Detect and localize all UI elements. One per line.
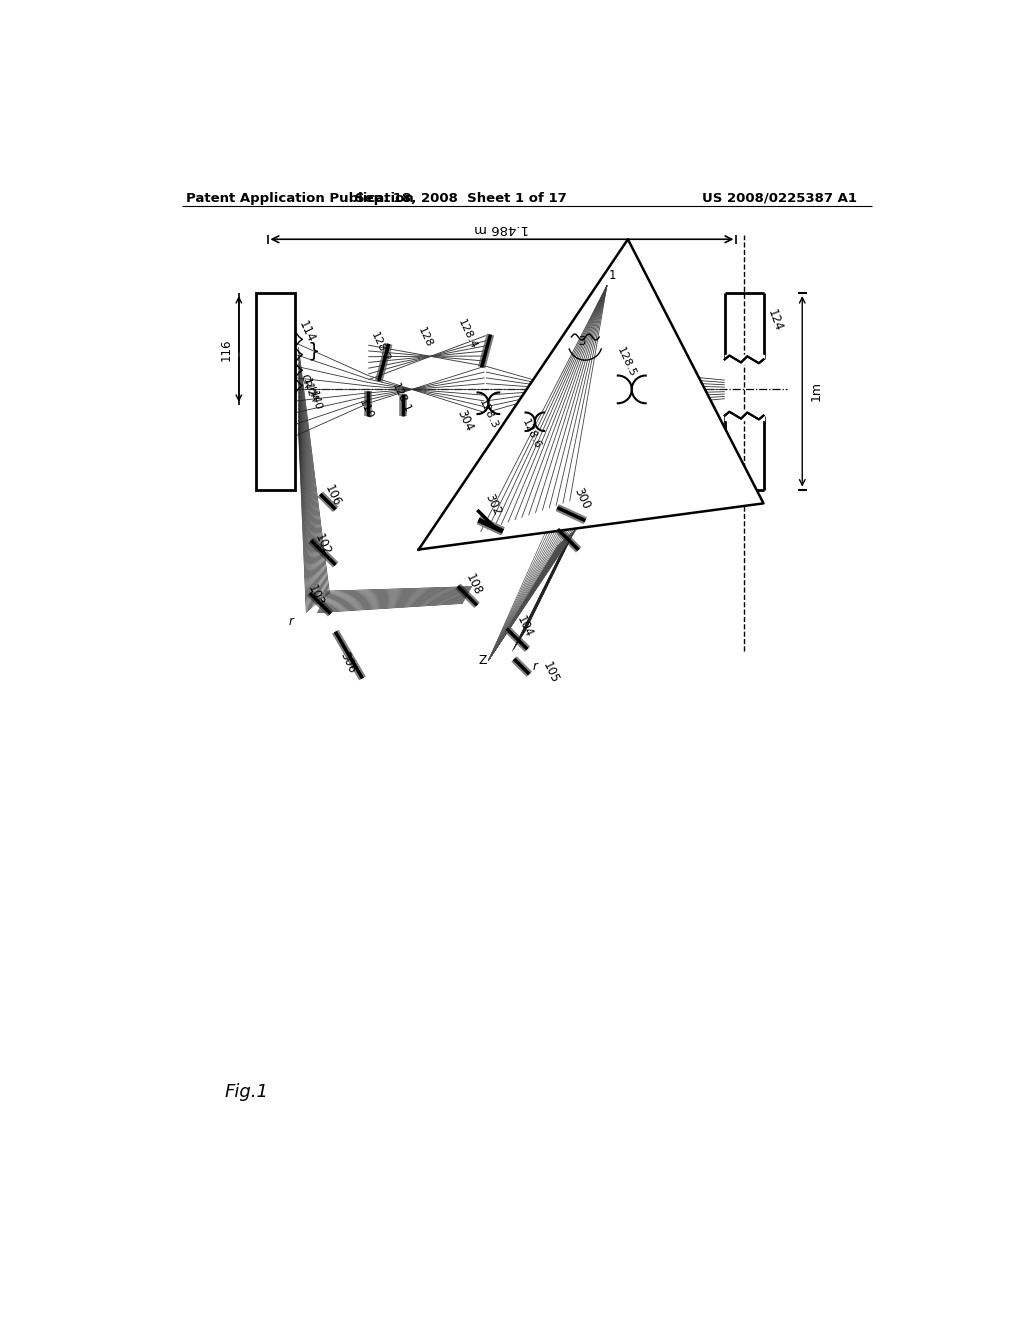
Text: 104: 104 xyxy=(514,614,536,639)
Text: 128.2: 128.2 xyxy=(369,330,391,364)
Text: 128.6: 128.6 xyxy=(520,417,543,450)
Text: 306: 306 xyxy=(337,649,358,676)
Text: Fig.1: Fig.1 xyxy=(225,1082,269,1101)
Text: Z: Z xyxy=(478,653,487,667)
Polygon shape xyxy=(419,239,764,549)
Text: 304: 304 xyxy=(455,408,476,433)
Polygon shape xyxy=(477,392,500,414)
Text: 128.3: 128.3 xyxy=(477,397,500,430)
Text: CR: CR xyxy=(298,372,311,389)
Text: 116: 116 xyxy=(220,338,232,360)
Text: 1m: 1m xyxy=(810,381,822,401)
Text: 102: 102 xyxy=(312,532,334,558)
Text: HA: HA xyxy=(305,385,318,403)
Text: r: r xyxy=(532,660,538,673)
Text: 1: 1 xyxy=(608,269,616,282)
Bar xyxy=(256,293,295,490)
Text: 103: 103 xyxy=(305,583,326,609)
Text: 114: 114 xyxy=(296,318,317,345)
Text: US 2008/0225387 A1: US 2008/0225387 A1 xyxy=(701,191,856,205)
Text: 124: 124 xyxy=(765,308,785,333)
Text: 112: 112 xyxy=(300,378,315,399)
Text: 128.4: 128.4 xyxy=(456,317,479,351)
Text: }: } xyxy=(308,342,321,360)
Text: r: r xyxy=(289,615,293,628)
Text: 300: 300 xyxy=(571,486,593,512)
Polygon shape xyxy=(525,412,544,430)
Text: 105: 105 xyxy=(541,660,561,685)
Text: Patent Application Publication: Patent Application Publication xyxy=(186,191,414,205)
Text: 106: 106 xyxy=(322,483,343,508)
Text: 3: 3 xyxy=(578,335,585,348)
Text: 1.486 m: 1.486 m xyxy=(474,222,529,235)
Text: 128.5: 128.5 xyxy=(615,346,638,379)
Text: 110: 110 xyxy=(357,397,375,421)
Text: 140: 140 xyxy=(308,391,323,412)
Text: Sep. 18, 2008  Sheet 1 of 17: Sep. 18, 2008 Sheet 1 of 17 xyxy=(355,191,567,205)
Text: 128.1: 128.1 xyxy=(389,381,412,416)
Text: 302: 302 xyxy=(483,492,504,517)
Text: 108: 108 xyxy=(463,572,484,598)
Text: 128: 128 xyxy=(416,325,434,348)
Polygon shape xyxy=(617,376,646,404)
